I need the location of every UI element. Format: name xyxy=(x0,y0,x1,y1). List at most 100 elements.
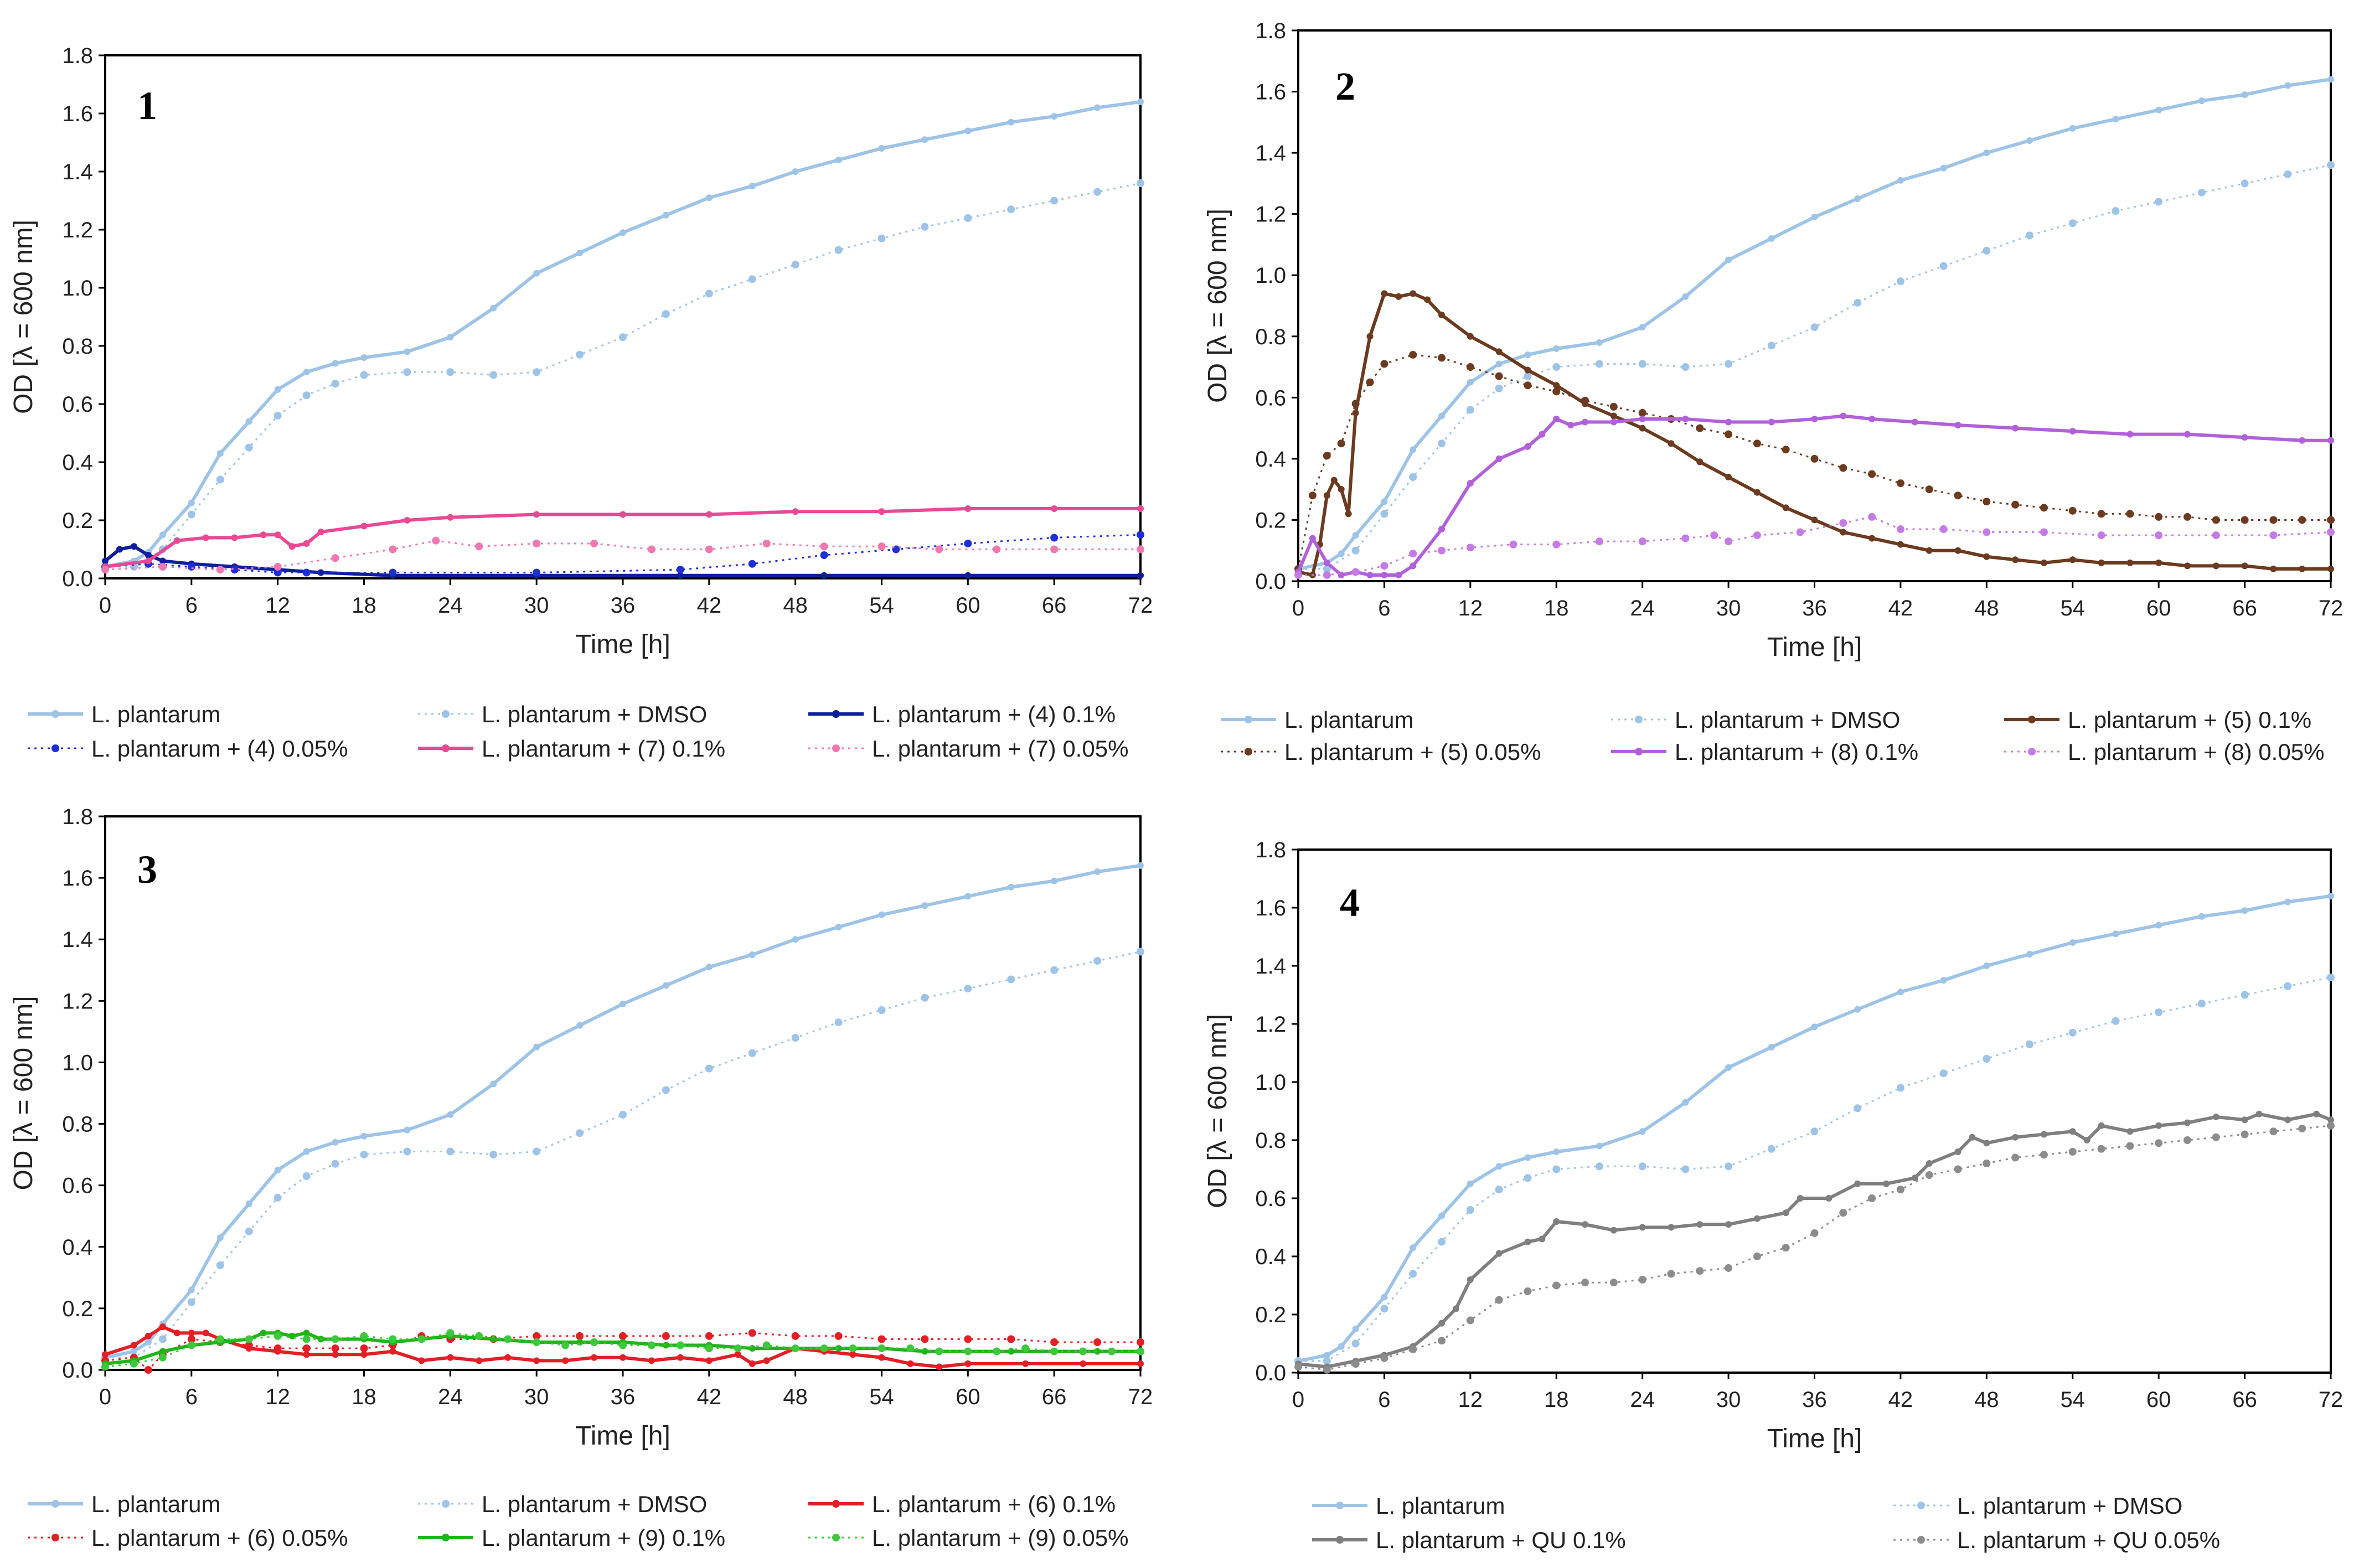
data-point xyxy=(1811,516,1818,524)
data-point xyxy=(2284,982,2292,990)
data-point xyxy=(1553,416,1560,423)
data-point xyxy=(2112,116,2119,123)
data-point xyxy=(1409,350,1417,359)
data-point xyxy=(1008,1348,1015,1355)
data-point xyxy=(1595,537,1603,546)
data-point xyxy=(389,568,397,577)
data-point xyxy=(533,270,540,277)
data-point xyxy=(1896,479,1904,488)
y-tick-label: 1.2 xyxy=(1255,1012,1286,1037)
panel-2: 0.0 0.2 0.4 0.6 0.8 1.0 1.2 1.4 1.6 1.8 0 6 12 18 24 30… xyxy=(1203,19,2343,765)
data-point xyxy=(2126,1128,2134,1135)
data-point xyxy=(1782,1209,1789,1217)
data-point xyxy=(2155,531,2163,540)
data-point xyxy=(791,1344,799,1353)
legend-label: L. plantarum + (5) 0.1% xyxy=(2068,707,2311,733)
y-tick-label: 0.6 xyxy=(1255,1187,1286,1211)
y-tick-label: 0.0 xyxy=(62,567,93,591)
data-point xyxy=(1696,1267,1704,1275)
data-point xyxy=(562,1357,569,1364)
data-point xyxy=(101,566,109,574)
plot-area xyxy=(104,54,1142,579)
x-tick-label: 54 xyxy=(869,1385,894,1409)
data-point xyxy=(791,1034,799,1042)
data-point xyxy=(1553,382,1560,389)
series-line xyxy=(1298,976,2331,1362)
data-point xyxy=(446,368,455,376)
data-point xyxy=(1725,418,1732,426)
x-tick-label: 54 xyxy=(2061,1388,2086,1412)
data-point xyxy=(533,1338,541,1346)
data-point xyxy=(705,1357,713,1364)
data-point xyxy=(504,1335,512,1343)
legend: L. plantarum L. plantarum + DMSO L. planta… xyxy=(28,1491,1128,1551)
x-tick-label: 54 xyxy=(869,593,894,618)
data-point xyxy=(1380,562,1388,570)
data-point xyxy=(1811,1023,1818,1031)
data-point xyxy=(1609,1279,1618,1287)
data-point xyxy=(1366,333,1374,340)
legend-label: L. plantarum + (9) 0.05% xyxy=(872,1525,1128,1551)
x-tick-label: 60 xyxy=(956,593,980,618)
x-tick-label: 6 xyxy=(185,1385,198,1409)
y-tick-label: 1.0 xyxy=(62,1050,93,1075)
data-point xyxy=(144,557,152,565)
x-tick-label: 0 xyxy=(99,593,111,618)
data-point xyxy=(1524,1287,1532,1295)
x-tick-label: 36 xyxy=(1802,1388,1827,1412)
data-point xyxy=(1438,1337,1446,1345)
data-point xyxy=(921,136,928,143)
data-point xyxy=(2269,1127,2278,1136)
data-point xyxy=(1854,1180,1861,1187)
data-point xyxy=(2155,106,2162,113)
data-point xyxy=(1007,1335,1015,1343)
data-point xyxy=(1050,1338,1059,1346)
x-tick-label: 72 xyxy=(2319,1388,2343,1412)
data-point xyxy=(1524,372,1532,380)
legend-label: L. plantarum + (6) 0.1% xyxy=(872,1491,1116,1517)
data-point xyxy=(1897,541,1904,548)
data-point xyxy=(1380,1305,1388,1313)
data-point xyxy=(475,1332,483,1340)
series-4 xyxy=(1294,1121,2335,1374)
data-point xyxy=(2212,1133,2220,1141)
data-point xyxy=(1137,1347,1144,1355)
data-point xyxy=(101,1363,109,1371)
data-point xyxy=(834,1018,843,1027)
data-point xyxy=(1825,1195,1833,1202)
data-point xyxy=(705,511,713,518)
legend-label: L. plantarum xyxy=(1284,707,1413,733)
data-point xyxy=(1323,1365,1331,1374)
data-point xyxy=(878,508,885,515)
data-point xyxy=(1495,348,1503,355)
data-point xyxy=(245,1335,253,1343)
data-point xyxy=(2155,198,2163,206)
data-point xyxy=(1050,966,1059,974)
data-point xyxy=(1810,1229,1819,1237)
data-point xyxy=(332,1351,339,1358)
data-point xyxy=(749,951,756,958)
data-point xyxy=(173,1329,180,1337)
data-point xyxy=(1466,363,1474,371)
data-point xyxy=(130,543,137,550)
data-point xyxy=(1509,540,1517,548)
data-point xyxy=(216,1335,224,1343)
data-point xyxy=(1351,546,1360,555)
data-point xyxy=(2155,922,2162,929)
data-point xyxy=(2313,1110,2320,1117)
data-point xyxy=(1983,1140,1990,1147)
data-point xyxy=(1137,179,1144,187)
data-point xyxy=(159,531,166,539)
data-point xyxy=(2327,1121,2335,1130)
data-point xyxy=(490,304,497,312)
legend: L. plantarum L. plantarum + DMSO L. planta… xyxy=(1312,1493,2220,1553)
data-point xyxy=(360,1351,368,1358)
data-point xyxy=(677,1354,684,1361)
data-point xyxy=(2241,91,2248,99)
data-point xyxy=(1753,531,1761,540)
data-point xyxy=(1681,1165,1690,1173)
data-point xyxy=(705,964,713,971)
data-point xyxy=(576,1022,584,1029)
data-point xyxy=(1051,505,1058,512)
data-point xyxy=(1782,446,1790,454)
